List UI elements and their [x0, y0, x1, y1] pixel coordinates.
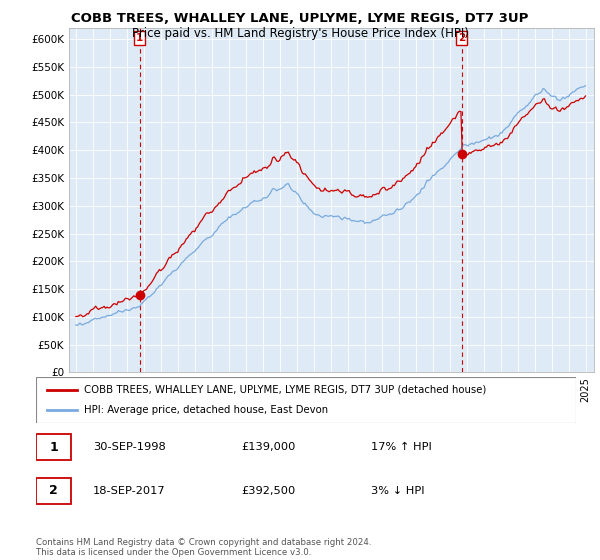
Text: 17% ↑ HPI: 17% ↑ HPI — [371, 442, 431, 452]
Text: 1: 1 — [49, 441, 58, 454]
Text: 18-SEP-2017: 18-SEP-2017 — [92, 486, 166, 496]
Text: 3% ↓ HPI: 3% ↓ HPI — [371, 486, 424, 496]
Text: £392,500: £392,500 — [241, 486, 295, 496]
Text: 1: 1 — [136, 33, 143, 43]
FancyBboxPatch shape — [36, 435, 71, 460]
Text: £139,000: £139,000 — [241, 442, 296, 452]
Text: 30-SEP-1998: 30-SEP-1998 — [92, 442, 166, 452]
Text: Price paid vs. HM Land Registry's House Price Index (HPI): Price paid vs. HM Land Registry's House … — [131, 27, 469, 40]
Text: COBB TREES, WHALLEY LANE, UPLYME, LYME REGIS, DT7 3UP: COBB TREES, WHALLEY LANE, UPLYME, LYME R… — [71, 12, 529, 25]
Text: COBB TREES, WHALLEY LANE, UPLYME, LYME REGIS, DT7 3UP (detached house): COBB TREES, WHALLEY LANE, UPLYME, LYME R… — [83, 385, 486, 395]
FancyBboxPatch shape — [36, 478, 71, 504]
Text: Contains HM Land Registry data © Crown copyright and database right 2024.
This d: Contains HM Land Registry data © Crown c… — [36, 538, 371, 557]
Text: HPI: Average price, detached house, East Devon: HPI: Average price, detached house, East… — [83, 405, 328, 415]
FancyBboxPatch shape — [36, 377, 576, 423]
Text: 2: 2 — [458, 33, 466, 43]
Text: 2: 2 — [49, 484, 58, 497]
